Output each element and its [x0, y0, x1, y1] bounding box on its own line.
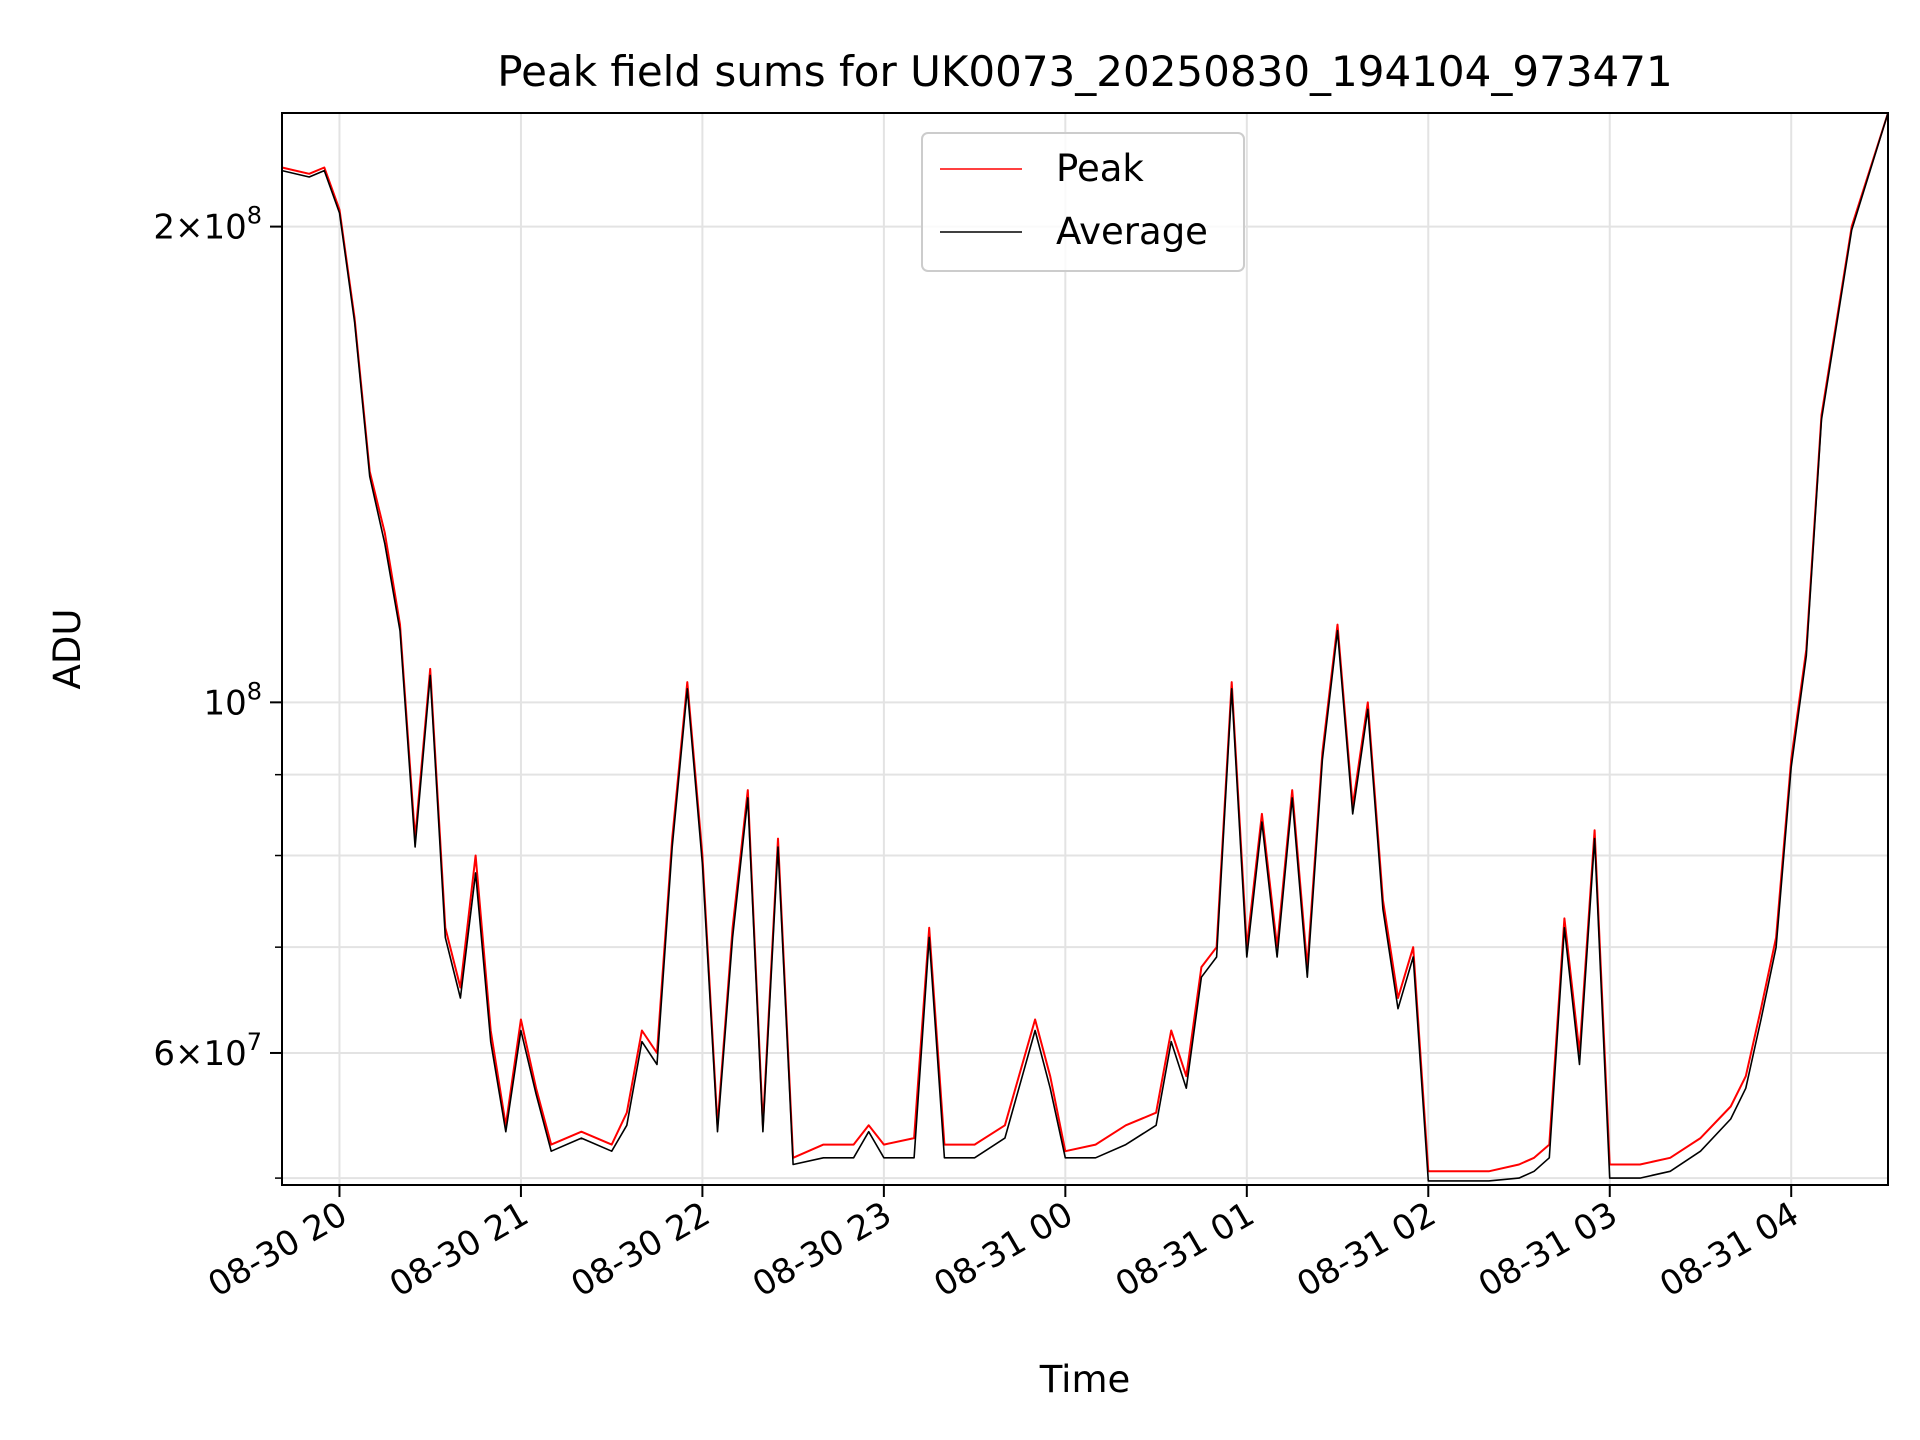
series-line-peak	[281, 112, 1889, 1173]
y-axis: 6×107 108 2×108	[153, 202, 282, 1179]
y-tick-label: 6×107	[153, 1028, 262, 1074]
x-axis-label: Time	[1039, 1358, 1131, 1401]
y-tick-label: 108	[203, 677, 262, 723]
legend: Peak Average	[921, 132, 1245, 272]
legend-peak-label: Peak	[1056, 147, 1144, 190]
chart-title: Peak field sums for UK0073_20250830_1941…	[497, 47, 1672, 96]
series-line-average	[281, 112, 1889, 1182]
series-layer	[281, 112, 1889, 1182]
y-axis-label: ADU	[46, 609, 89, 690]
plot-frame	[281, 112, 1889, 1186]
legend-box	[921, 132, 1245, 272]
y-tick-label: 2×108	[153, 202, 262, 248]
legend-average-label: Average	[1056, 210, 1208, 253]
